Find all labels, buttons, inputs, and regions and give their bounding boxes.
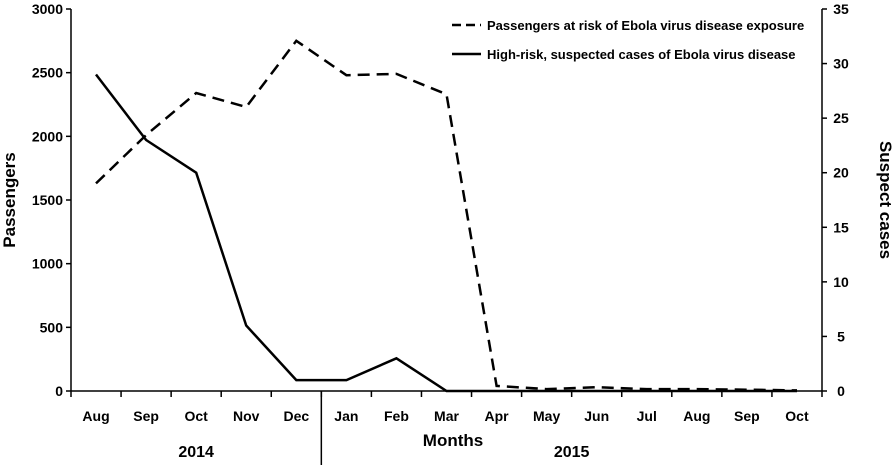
x-tick-label: Mar (434, 408, 459, 424)
y2-tick-label: 15 (833, 219, 849, 235)
x-tick-label: Aug (82, 408, 109, 424)
series-line-2 (95, 73, 797, 393)
x-tick-label: Nov (233, 408, 260, 424)
x-tick-label: Oct (785, 408, 809, 424)
y-axis-title: Passengers (0, 152, 19, 247)
x-tick-label: Apr (485, 408, 510, 424)
legend: Passengers at risk of Ebola virus diseas… (452, 18, 804, 62)
y2-tick-label: 35 (833, 1, 849, 17)
x-tick-label: Jul (637, 408, 657, 424)
x-tick-label: May (533, 408, 560, 424)
y-tick-label: 1500 (32, 192, 63, 208)
legend-label-2: High-risk, suspected cases of Ebola viru… (487, 47, 796, 62)
y2-tick-label: 20 (833, 165, 849, 181)
y2-tick-label: 0 (837, 383, 845, 399)
y2-tick-label: 5 (837, 328, 845, 344)
x-tick-label: Feb (384, 408, 409, 424)
x-tick-label: Oct (184, 408, 208, 424)
legend-label-1: Passengers at risk of Ebola virus diseas… (487, 18, 804, 33)
y-tick-label: 1000 (32, 256, 63, 272)
x-tick-label: Sep (734, 408, 760, 424)
x-tick-label: Jun (584, 408, 609, 424)
y2-axis-title: Suspect cases (876, 141, 894, 259)
year-label: 2015 (554, 444, 590, 461)
year-label: 2014 (178, 444, 214, 461)
y-tick-label: 0 (55, 383, 63, 399)
y2-tick-label: 30 (833, 56, 849, 72)
y-tick-label: 2500 (32, 65, 63, 81)
series-line-1 (95, 39, 798, 392)
axes (70, 9, 823, 465)
ticks: 0 500 1000 1500 2000 2500 3000 0 5 10 15 20 25 30 35 Au… (32, 1, 849, 461)
series-layer (95, 39, 798, 393)
x-tick-label: Aug (683, 408, 710, 424)
y-tick-label: 2000 (32, 128, 63, 144)
x-tick-label: Jan (334, 408, 358, 424)
y-tick-label: 3000 (32, 1, 63, 17)
x-axis-title: Months (423, 431, 483, 450)
x-tick-label: Sep (133, 408, 159, 424)
y2-tick-label: 25 (833, 110, 849, 126)
x-tick-label: Dec (283, 408, 309, 424)
y-tick-label: 500 (40, 319, 64, 335)
y2-tick-label: 10 (833, 274, 849, 290)
